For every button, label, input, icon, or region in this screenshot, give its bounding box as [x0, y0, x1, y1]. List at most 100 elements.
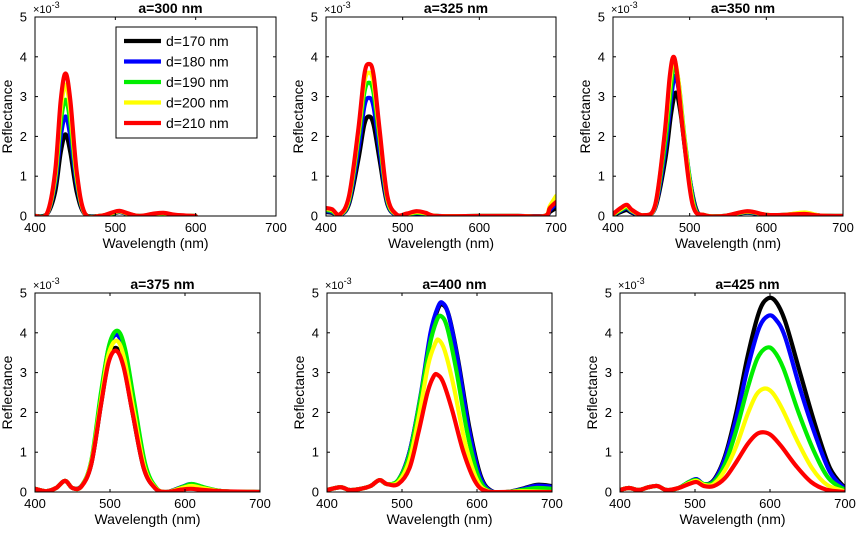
panel-title: a=350 nm	[711, 0, 775, 16]
y-tick-label: 5	[20, 10, 27, 25]
y-axis-label: Reflectance	[577, 79, 593, 153]
x-tick-label: 600	[174, 496, 196, 511]
y-tick-label: 3	[605, 365, 612, 380]
y-tick-label: 0	[311, 209, 318, 224]
x-axis-label: Wavelength (nm)	[679, 511, 785, 527]
x-axis-label: Wavelength (nm)	[388, 235, 494, 251]
x-tick-label: 700	[249, 496, 271, 511]
x-tick-label: 600	[468, 220, 490, 235]
x-tick-label: 400	[602, 220, 624, 235]
x-tick-label: 700	[832, 220, 854, 235]
y-tick-label: 5	[311, 10, 318, 25]
y-tick-label: 3	[311, 89, 318, 104]
series-line-d210nm	[613, 54, 843, 216]
x-tick-label: 600	[466, 496, 488, 511]
plot-area	[35, 293, 260, 492]
y-tick-label: 2	[598, 129, 605, 144]
panel-5: 400 500 600 700 0 1 2 3 4 5 ×10-3 a=400 nm Wavelengt…	[291, 276, 563, 527]
legend-label: d=210 nm	[166, 115, 229, 131]
x-tick-label: 400	[609, 496, 631, 511]
panel-6: 400 500 600 700 0 1 2 3 4 5 ×10-3 a=425 nm Wavelengt…	[584, 276, 856, 527]
x-tick-label: 700	[545, 220, 567, 235]
y-tick-label: 4	[20, 49, 27, 64]
y-tick-label: 2	[20, 405, 27, 420]
panel-1: 400 500 600 700 0 1 2 3 4 5 ×10-3 a=300 nm Wavelengt…	[0, 0, 287, 251]
legend-label: d=170 nm	[166, 33, 229, 49]
series-line-d210nm	[35, 71, 198, 216]
y-tick-label: 5	[598, 10, 605, 25]
y-tick-label: 4	[605, 325, 612, 340]
axes-box	[612, 16, 844, 217]
x-axis-label: Wavelength (nm)	[94, 511, 200, 527]
x-tick-label: 400	[315, 220, 337, 235]
y-tick-label: 2	[311, 129, 318, 144]
plot-area	[620, 293, 845, 492]
series-line-d210nm	[35, 348, 260, 492]
y-tick-label: 3	[20, 365, 27, 380]
x-axis-label: Wavelength (nm)	[675, 235, 781, 251]
y-tick-label: 1	[598, 169, 605, 184]
y-tick-label: 0	[312, 485, 319, 500]
panel-2: 400 500 600 700 0 1 2 3 4 5 ×10-3 a=325 nm Wavelengt…	[290, 0, 567, 251]
legend-label: d=180 nm	[166, 54, 229, 70]
legend-label: d=200 nm	[166, 95, 229, 111]
panel-title: a=400 nm	[422, 276, 486, 292]
y-tick-label: 3	[598, 89, 605, 104]
x-tick-label: 500	[99, 496, 121, 511]
x-tick-label: 700	[541, 496, 563, 511]
x-tick-label: 700	[834, 496, 856, 511]
x-tick-label: 500	[392, 220, 414, 235]
y-tick-label: 5	[20, 286, 27, 301]
y-scale-label: ×10-3	[325, 276, 352, 292]
y-tick-label: 0	[605, 485, 612, 500]
y-axis-label: Reflectance	[0, 79, 15, 153]
x-tick-label: 500	[684, 496, 706, 511]
x-tick-label: 600	[185, 220, 207, 235]
panel-3: 400 500 600 700 0 1 2 3 4 5 ×10-3 a=350 nm Wavelengt…	[577, 0, 854, 251]
y-tick-label: 1	[20, 169, 27, 184]
plot-area	[327, 293, 552, 492]
panel-title: a=375 nm	[130, 276, 194, 292]
x-tick-label: 600	[755, 220, 777, 235]
y-tick-label: 1	[312, 445, 319, 460]
panel-4: 400 500 600 700 0 1 2 3 4 5 ×10-3 a=375 nm Wavelengt…	[0, 276, 271, 527]
x-tick-label: 400	[24, 496, 46, 511]
y-scale-label: ×10-3	[611, 0, 638, 16]
y-tick-label: 2	[312, 405, 319, 420]
y-tick-label: 1	[605, 445, 612, 460]
y-axis-label: Reflectance	[290, 79, 306, 153]
x-tick-label: 500	[391, 496, 413, 511]
plot-area	[613, 17, 843, 216]
y-tick-label: 4	[20, 325, 27, 340]
x-tick-label: 400	[24, 220, 46, 235]
x-tick-label: 500	[679, 220, 701, 235]
y-tick-label: 5	[312, 286, 319, 301]
y-tick-label: 3	[312, 365, 319, 380]
y-tick-label: 2	[20, 129, 27, 144]
panel-title: a=325 nm	[424, 0, 488, 16]
y-tick-label: 0	[20, 209, 27, 224]
y-scale-label: ×10-3	[324, 0, 351, 16]
x-tick-label: 500	[104, 220, 126, 235]
panel-title: a=425 nm	[715, 276, 779, 292]
axes-box	[326, 292, 553, 493]
panel-title: a=300 nm	[138, 0, 202, 16]
y-scale-label: ×10-3	[33, 276, 60, 292]
y-tick-label: 3	[20, 89, 27, 104]
y-axis-label: Reflectance	[291, 355, 307, 429]
axes-box	[619, 292, 846, 493]
y-tick-label: 5	[605, 286, 612, 301]
axes-box	[325, 16, 557, 217]
y-tick-label: 4	[312, 325, 319, 340]
x-axis-label: Wavelength (nm)	[386, 511, 492, 527]
y-axis-label: Reflectance	[584, 355, 600, 429]
x-tick-label: 700	[265, 220, 287, 235]
x-tick-label: 600	[759, 496, 781, 511]
legend: d=170 nm d=180 nm d=190 nm d=200 nm d=210 nm	[115, 26, 258, 139]
y-tick-label: 1	[311, 169, 318, 184]
series-line-d210nm	[327, 371, 552, 492]
axes-box	[34, 16, 277, 217]
x-tick-label: 400	[316, 496, 338, 511]
